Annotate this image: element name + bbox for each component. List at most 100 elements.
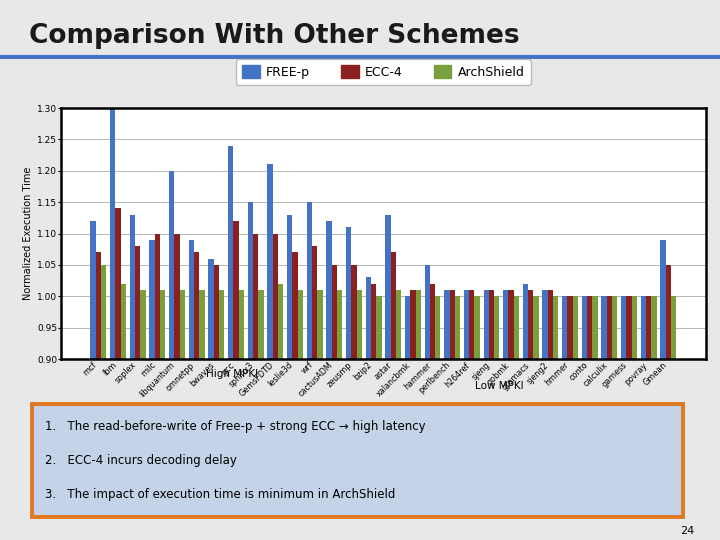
Bar (593, 296, 598, 540)
Bar (396, 290, 401, 540)
Text: High MPKI: High MPKI (206, 369, 258, 379)
Bar (435, 296, 441, 540)
Bar (287, 215, 292, 540)
Bar (660, 240, 666, 540)
Text: 1.   The read-before-write of Free-p + strong ECC → high latency: 1. The read-before-write of Free-p + str… (45, 420, 426, 433)
Bar (150, 240, 155, 540)
Bar (484, 290, 489, 540)
Bar (169, 171, 174, 540)
Bar (666, 265, 671, 540)
FancyBboxPatch shape (32, 404, 683, 517)
Bar (326, 221, 332, 540)
Text: 24: 24 (680, 525, 695, 536)
Bar (140, 290, 145, 540)
Bar (214, 265, 219, 540)
Bar (174, 233, 180, 540)
Bar (337, 290, 342, 540)
Bar (587, 296, 593, 540)
Legend: FREE-p, ECC-4, ArchShield: FREE-p, ECC-4, ArchShield (236, 59, 531, 85)
Bar (430, 284, 435, 540)
Bar (612, 296, 617, 540)
Bar (444, 290, 449, 540)
Bar (318, 290, 323, 540)
Bar (390, 252, 396, 540)
Bar (96, 252, 101, 540)
Bar (278, 284, 283, 540)
Bar (562, 296, 567, 540)
Bar (238, 290, 244, 540)
Bar (449, 290, 455, 540)
Bar (405, 296, 410, 540)
Bar (601, 296, 607, 540)
Bar (189, 240, 194, 540)
Bar (115, 208, 121, 540)
Bar (267, 165, 273, 540)
Bar (646, 296, 652, 540)
Bar (652, 296, 657, 540)
Bar (508, 290, 514, 540)
Bar (194, 252, 199, 540)
Bar (273, 233, 278, 540)
Bar (346, 227, 351, 540)
Bar (548, 290, 553, 540)
Bar (199, 290, 204, 540)
Bar (621, 296, 626, 540)
Y-axis label: Normalized Execution Time: Normalized Execution Time (23, 167, 32, 300)
Bar (135, 246, 140, 540)
Bar (307, 202, 312, 540)
Bar (228, 146, 233, 540)
Bar (160, 290, 166, 540)
Bar (607, 296, 612, 540)
Bar (641, 296, 646, 540)
Bar (208, 259, 214, 540)
Bar (351, 265, 356, 540)
Text: 3.   The impact of execution time is minimum in ArchShield: 3. The impact of execution time is minim… (45, 488, 396, 501)
Text: 2.   ECC-4 incurs decoding delay: 2. ECC-4 incurs decoding delay (45, 454, 237, 467)
Bar (371, 284, 377, 540)
Bar (469, 290, 474, 540)
Bar (474, 296, 480, 540)
Bar (494, 296, 500, 540)
Bar (425, 265, 430, 540)
Bar (292, 252, 297, 540)
Bar (455, 296, 460, 540)
Bar (626, 296, 631, 540)
Bar (489, 290, 494, 540)
Bar (415, 290, 420, 540)
Bar (91, 221, 96, 540)
Bar (377, 296, 382, 540)
Bar (514, 296, 519, 540)
Bar (297, 290, 303, 540)
Bar (366, 278, 371, 540)
Bar (410, 290, 415, 540)
Bar (631, 296, 637, 540)
Bar (258, 290, 264, 540)
Bar (356, 290, 362, 540)
Bar (523, 284, 528, 540)
Text: Low MPKI: Low MPKI (475, 381, 523, 390)
Bar (464, 290, 469, 540)
Bar (582, 296, 587, 540)
Bar (312, 246, 318, 540)
Bar (528, 290, 534, 540)
Bar (572, 296, 578, 540)
Bar (567, 296, 572, 540)
Bar (219, 290, 225, 540)
Bar (233, 221, 238, 540)
Bar (534, 296, 539, 540)
Bar (180, 290, 185, 540)
Text: Comparison With Other Schemes: Comparison With Other Schemes (29, 23, 519, 49)
Bar (542, 290, 548, 540)
Bar (671, 296, 676, 540)
Bar (553, 296, 559, 540)
Bar (121, 284, 126, 540)
Bar (110, 108, 115, 540)
Bar (101, 265, 107, 540)
Bar (130, 215, 135, 540)
Bar (385, 215, 390, 540)
Bar (503, 290, 508, 540)
Bar (248, 202, 253, 540)
Bar (155, 233, 160, 540)
Bar (253, 233, 258, 540)
Bar (332, 265, 337, 540)
